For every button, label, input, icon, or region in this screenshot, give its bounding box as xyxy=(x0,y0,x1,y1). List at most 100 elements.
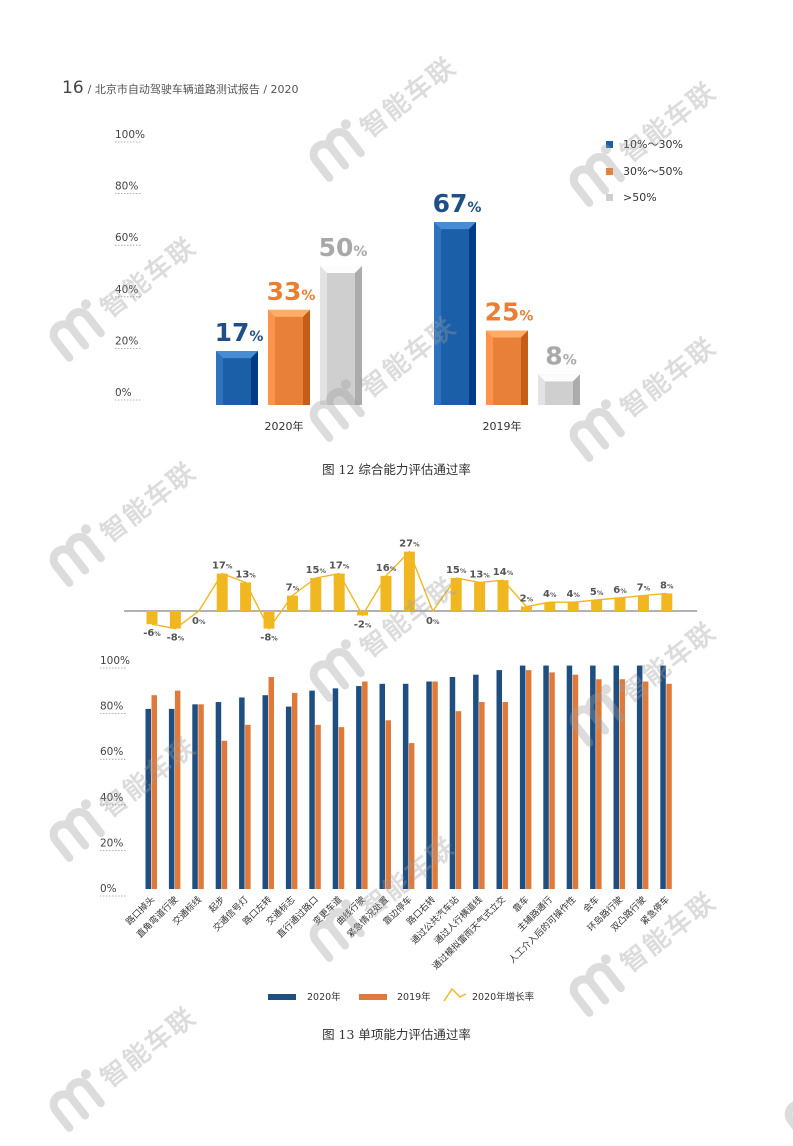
fig13-growth-label: -2% xyxy=(354,619,372,630)
figure-13-chart: -6% -8%0%17%13%-8%7%15% 17%-2%16%27%0%15% 1… xyxy=(100,539,697,1003)
fig13-bar-2019 xyxy=(479,702,485,889)
fig13-legend-swatch-2020 xyxy=(268,994,296,1000)
fig12-legend-label: 10%～30% xyxy=(623,138,683,151)
fig13-growth-bar xyxy=(380,575,392,611)
fig12-legend-swatch xyxy=(606,168,613,175)
fig13-bar-2019 xyxy=(666,683,672,889)
fig12-data-label: 50% xyxy=(319,233,368,262)
fig13-growth-bar xyxy=(637,595,649,611)
fig13-growth-bar xyxy=(310,578,322,611)
fig13-growth-label: 2% xyxy=(520,594,534,605)
fig13-growth-bar xyxy=(520,606,532,611)
fig13-growth-label: 16% xyxy=(376,563,397,574)
fig13-growth-bar xyxy=(357,611,369,616)
figure-13-caption: 图 13 单项能力评估通过率 xyxy=(322,1027,471,1042)
fig12-legend-swatch xyxy=(606,141,613,148)
fig12-data-label: 17% xyxy=(215,318,264,347)
fig12-y-tick: 100% xyxy=(115,129,145,141)
page-header-slash: / xyxy=(87,83,95,96)
fig13-bar-2019 xyxy=(245,724,251,889)
fig13-growth-label: 13% xyxy=(469,569,490,580)
fig13-bar-2019 xyxy=(619,679,625,889)
fig13-growth-label: -6% xyxy=(143,628,161,639)
fig13-growth-bar xyxy=(286,595,298,611)
fig13-legend-label: 2020年增长率 xyxy=(472,991,535,1003)
fig13-x-tick: 会车 xyxy=(580,894,601,915)
fig13-growth-label: 6% xyxy=(613,585,627,596)
fig13-growth-bar xyxy=(661,593,673,611)
fig13-bar-2020 xyxy=(496,670,502,889)
fig13-bar-2020 xyxy=(473,674,479,889)
fig13-legend-line xyxy=(443,987,467,1002)
fig12-legend-label: >50% xyxy=(623,191,657,204)
fig13-bar-2020 xyxy=(426,681,432,889)
fig13-bar-2020 xyxy=(285,706,292,889)
fig12-legend-swatch xyxy=(606,194,613,201)
fig13-bar-2019 xyxy=(221,740,228,889)
report-title: 北京市自动驾驶车辆道路测试报告 / 2020 xyxy=(94,83,299,96)
fig13-bar-2019 xyxy=(291,692,298,889)
fig13-growth-bar xyxy=(146,611,158,625)
fig13-growth-label: -8% xyxy=(260,633,278,644)
fig12-bar xyxy=(216,351,258,405)
fig13-growth-bar xyxy=(544,602,556,611)
fig13-growth-label: 17% xyxy=(212,561,233,572)
fig13-growth-label: 0% xyxy=(426,616,440,627)
fig12-y-tick: 0% xyxy=(115,387,132,399)
fig13-bar-2020 xyxy=(239,697,245,889)
fig13-bar-2019 xyxy=(362,681,368,889)
fig13-growth-label: 5% xyxy=(590,587,604,598)
fig13-y-tick: 80% xyxy=(100,701,123,713)
fig13-legend-label: 2020年 xyxy=(307,991,341,1003)
fig13-growth-bar xyxy=(333,573,345,611)
fig13-bar-2019 xyxy=(315,724,321,889)
fig13-growth-bar xyxy=(263,611,275,629)
fig13-bar-2019 xyxy=(549,672,555,889)
fig13-bar-2020 xyxy=(145,708,151,889)
fig13-growth-bar xyxy=(240,582,252,611)
fig13-growth-bar xyxy=(403,551,415,611)
fig13-growth-label: 4% xyxy=(566,589,580,600)
fig13-growth-label: 7% xyxy=(637,583,651,594)
fig13-bar-2019 xyxy=(268,676,274,889)
fig13-bar-2019 xyxy=(572,674,579,889)
fig13-bar-2019 xyxy=(432,681,438,889)
fig13-growth-label: 17% xyxy=(329,561,350,572)
fig13-growth-label: 15% xyxy=(306,565,327,576)
fig13-x-tick: 起步 xyxy=(207,894,228,915)
fig13-bar-2020 xyxy=(449,676,456,889)
fig13-growth-label: 4% xyxy=(543,589,557,600)
fig13-bar-2019 xyxy=(338,727,345,889)
watermark-logo-icon xyxy=(784,1088,793,1142)
fig12-bar xyxy=(268,309,310,405)
fig12-bar xyxy=(538,374,580,405)
fig13-growth-bar xyxy=(591,600,603,611)
fig12-bar xyxy=(486,330,528,405)
fig13-bar-2020 xyxy=(356,686,362,889)
fig13-bar-2019 xyxy=(408,743,415,889)
fig13-y-tick: 0% xyxy=(100,883,117,895)
fig13-growth-bar xyxy=(450,578,462,611)
fig13-growth-label: 0% xyxy=(192,616,206,627)
fig13-x-tick: 靠车 xyxy=(510,894,531,915)
fig12-bar xyxy=(434,222,476,405)
fig13-bar-2020 xyxy=(192,704,198,889)
fig13-growth-bar xyxy=(497,580,509,611)
fig13-growth-label: 14% xyxy=(493,567,514,578)
fig13-bar-2020 xyxy=(309,690,315,889)
fig13-growth-line xyxy=(151,550,667,630)
fig12-x-tick: 2020年 xyxy=(265,419,304,433)
fig13-growth-bar xyxy=(614,597,626,611)
fig13-growth-label: 13% xyxy=(235,569,256,580)
fig13-bar-2019 xyxy=(502,702,508,889)
fig13-growth-bar xyxy=(474,582,486,611)
fig13-bar-2019 xyxy=(198,704,204,889)
fig12-y-tick: 60% xyxy=(115,232,138,244)
fig12-x-tick: 2019年 xyxy=(483,419,522,433)
figure-12-chart: 100% 80% 60% 40% 20% 0% 17%33%50% 2020年 67% 25% 8%… xyxy=(115,129,683,433)
fig12-y-tick: 20% xyxy=(115,335,138,347)
fig13-bar-2020 xyxy=(215,702,222,889)
fig12-data-label: 33% xyxy=(267,277,316,306)
fig12-data-label: 8% xyxy=(545,341,576,370)
fig13-growth-label: 27% xyxy=(399,539,420,550)
